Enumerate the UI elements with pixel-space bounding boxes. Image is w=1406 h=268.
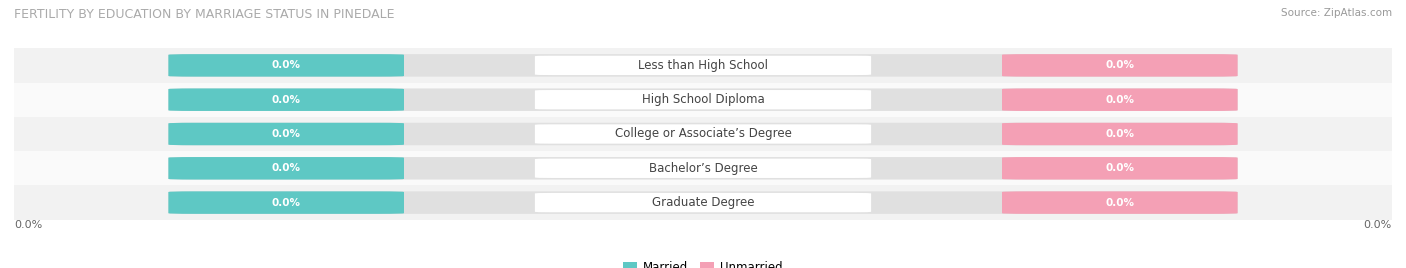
- Text: 0.0%: 0.0%: [1105, 60, 1135, 70]
- FancyBboxPatch shape: [1002, 88, 1237, 111]
- FancyBboxPatch shape: [169, 54, 404, 77]
- FancyBboxPatch shape: [534, 124, 872, 144]
- FancyBboxPatch shape: [169, 157, 1237, 180]
- FancyBboxPatch shape: [14, 185, 1392, 220]
- Legend: Married, Unmarried: Married, Unmarried: [619, 256, 787, 268]
- FancyBboxPatch shape: [169, 54, 1237, 77]
- Text: 0.0%: 0.0%: [1105, 129, 1135, 139]
- FancyBboxPatch shape: [169, 88, 404, 111]
- Text: 0.0%: 0.0%: [1364, 221, 1392, 230]
- Text: 0.0%: 0.0%: [1105, 163, 1135, 173]
- FancyBboxPatch shape: [1002, 54, 1237, 77]
- FancyBboxPatch shape: [169, 157, 404, 180]
- Text: 0.0%: 0.0%: [14, 221, 42, 230]
- Text: 0.0%: 0.0%: [271, 163, 301, 173]
- FancyBboxPatch shape: [14, 151, 1392, 185]
- FancyBboxPatch shape: [169, 191, 404, 214]
- Text: 0.0%: 0.0%: [271, 60, 301, 70]
- FancyBboxPatch shape: [14, 48, 1392, 83]
- FancyBboxPatch shape: [1002, 123, 1237, 145]
- Text: 0.0%: 0.0%: [271, 95, 301, 105]
- Text: 0.0%: 0.0%: [1105, 198, 1135, 208]
- FancyBboxPatch shape: [14, 83, 1392, 117]
- FancyBboxPatch shape: [534, 56, 872, 75]
- FancyBboxPatch shape: [534, 193, 872, 212]
- Text: 0.0%: 0.0%: [1105, 95, 1135, 105]
- FancyBboxPatch shape: [1002, 157, 1237, 180]
- FancyBboxPatch shape: [169, 123, 1237, 145]
- FancyBboxPatch shape: [534, 159, 872, 178]
- FancyBboxPatch shape: [14, 117, 1392, 151]
- Text: 0.0%: 0.0%: [271, 129, 301, 139]
- FancyBboxPatch shape: [169, 191, 1237, 214]
- Text: Source: ZipAtlas.com: Source: ZipAtlas.com: [1281, 8, 1392, 18]
- Text: High School Diploma: High School Diploma: [641, 93, 765, 106]
- FancyBboxPatch shape: [534, 90, 872, 109]
- Text: Bachelor’s Degree: Bachelor’s Degree: [648, 162, 758, 175]
- FancyBboxPatch shape: [1002, 191, 1237, 214]
- Text: Graduate Degree: Graduate Degree: [652, 196, 754, 209]
- Text: FERTILITY BY EDUCATION BY MARRIAGE STATUS IN PINEDALE: FERTILITY BY EDUCATION BY MARRIAGE STATU…: [14, 8, 395, 21]
- FancyBboxPatch shape: [169, 88, 1237, 111]
- FancyBboxPatch shape: [169, 123, 404, 145]
- Text: 0.0%: 0.0%: [271, 198, 301, 208]
- Text: Less than High School: Less than High School: [638, 59, 768, 72]
- Text: College or Associate’s Degree: College or Associate’s Degree: [614, 128, 792, 140]
